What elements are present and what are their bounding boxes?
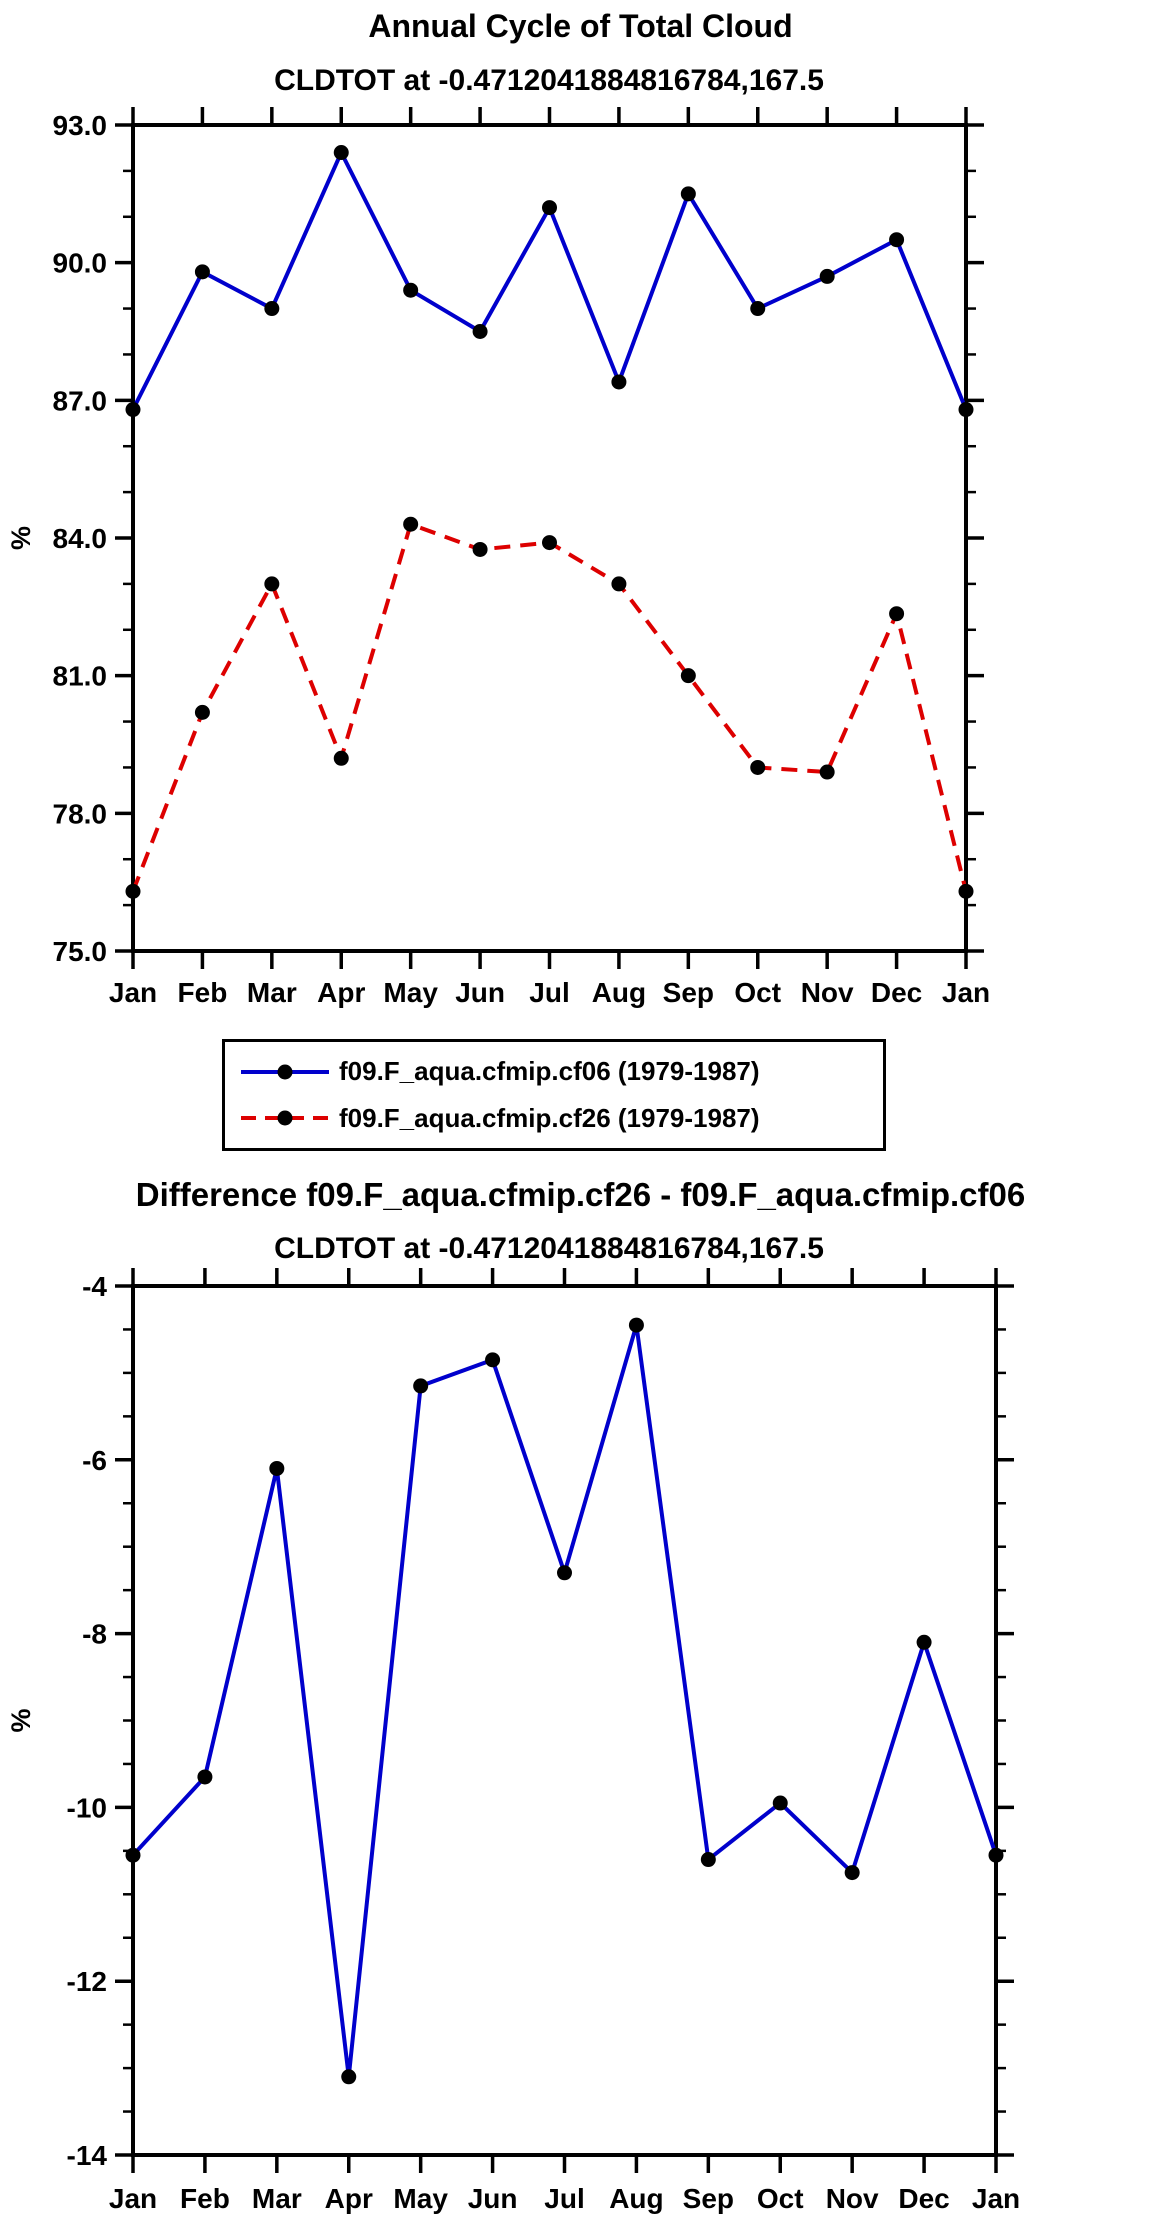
difference-chart: -14 -12 -10 -8 -6 -4 Jan Feb Mar Apr May Jun Jul Aug S…: [6, 1268, 1020, 2214]
annual-cycle-chart: 75.0 78.0 81.0 84.0 87.0 90.0 93.0 Jan Feb Mar Apr…: [6, 107, 990, 1008]
data-point-marker: [889, 232, 905, 248]
data-point-marker: [472, 324, 488, 339]
difference-chart-subtitle: CLDTOT at -0.4712041884816784,167.5: [274, 1232, 824, 1265]
data-point-marker: [542, 535, 557, 551]
data-point-marker: [264, 576, 280, 592]
legend-solid-line-icon: [241, 1064, 329, 1080]
x-tick-label: Sep: [663, 977, 714, 1008]
difference-chart-title: Difference f09.F_aqua.cfmip.cf26 - f09.F…: [135, 1176, 1026, 1213]
data-point-marker: [611, 374, 627, 390]
x-tick-label: Oct: [757, 2183, 804, 2214]
data-point-marker: [413, 1378, 429, 1394]
data-point-marker: [403, 282, 419, 298]
x-tick-label: Jan: [942, 977, 990, 1008]
data-point-marker: [125, 883, 141, 899]
x-tick-label: May: [383, 977, 438, 1008]
data-point-marker: [125, 1847, 141, 1863]
data-point-marker: [772, 1795, 788, 1811]
y-tick-label: -4: [82, 1271, 107, 1302]
x-tick-label: Mar: [252, 2183, 302, 2214]
x-tick-label: Jan: [109, 977, 157, 1008]
data-point-marker: [557, 1565, 572, 1581]
data-point-marker: [916, 1634, 932, 1650]
data-point-marker: [750, 759, 766, 775]
chart-title: Annual Cycle of Total Cloud: [368, 8, 793, 44]
data-point-marker: [197, 1769, 213, 1785]
data-point-marker: [264, 301, 280, 317]
x-tick-label: Jul: [544, 2183, 584, 2214]
data-point-marker: [819, 268, 835, 284]
data-point-marker: [680, 668, 696, 684]
data-point-marker: [269, 1460, 285, 1476]
data-point-marker: [542, 200, 557, 216]
x-tick-label: Dec: [871, 977, 922, 1008]
data-point-marker: [485, 1352, 501, 1368]
x-tick-label: Aug: [609, 2183, 663, 2214]
x-tick-label: Jan: [109, 2183, 157, 2214]
x-tick-label: Jul: [529, 977, 569, 1008]
y-tick-label: 81.0: [53, 661, 108, 692]
x-tick-label: May: [393, 2183, 448, 2214]
x-tick-label: Apr: [325, 2183, 373, 2214]
x-tick-label: Dec: [898, 2183, 949, 2214]
y-axis-label: %: [6, 1708, 36, 1732]
x-tick-label: Jan: [972, 2183, 1020, 2214]
data-point-marker: [333, 145, 349, 161]
x-tick-label: Aug: [592, 977, 646, 1008]
y-tick-label: -10: [67, 1792, 107, 1823]
plot-frame: [131, 1284, 998, 2157]
x-tick-label: Sep: [683, 2183, 734, 2214]
data-point-marker: [628, 1317, 644, 1333]
data-point-marker: [611, 576, 627, 592]
y-tick-label: -8: [82, 1619, 107, 1650]
y-tick-label: 87.0: [53, 385, 108, 416]
x-tick-label: Oct: [734, 977, 781, 1008]
legend-item-cf26: f09.F_aqua.cfmip.cf26 (1979-1987): [237, 1101, 883, 1135]
data-point-marker: [333, 750, 349, 766]
data-point-marker: [700, 1852, 716, 1868]
y-tick-label: -14: [67, 2140, 108, 2171]
x-tick-label: Jun: [468, 2183, 518, 2214]
data-point-marker: [194, 264, 210, 280]
y-tick-label: 90.0: [53, 248, 108, 279]
legend-label-cf26: f09.F_aqua.cfmip.cf26 (1979-1987): [339, 1102, 760, 1133]
legend-label-cf06: f09.F_aqua.cfmip.cf06 (1979-1987): [339, 1056, 760, 1087]
y-tick-label: 78.0: [53, 798, 108, 829]
data-point-marker: [844, 1865, 860, 1881]
series-line-dashed: [131, 521, 968, 893]
data-point-marker: [958, 883, 974, 899]
data-point-marker: [125, 402, 141, 418]
y-tick-label: 75.0: [53, 936, 108, 967]
data-point-marker: [988, 1847, 1004, 1863]
data-point-marker: [680, 186, 696, 202]
data-point-marker: [403, 516, 419, 532]
chart-subtitle: CLDTOT at -0.4712041884816784,167.5: [274, 64, 824, 97]
plot-frame: [131, 123, 968, 953]
y-tick-label: 93.0: [53, 110, 108, 141]
data-point-marker: [472, 541, 488, 557]
y-tick-label: 84.0: [53, 523, 108, 554]
y-tick-label: -12: [67, 1966, 107, 1997]
x-tick-label: Nov: [801, 977, 854, 1008]
x-tick-label: Feb: [180, 2183, 230, 2214]
y-axis-label: %: [6, 526, 36, 550]
legend-dashed-line-icon: [241, 1110, 329, 1126]
data-point-marker: [958, 402, 974, 418]
legend: f09.F_aqua.cfmip.cf06 (1979-1987) f09.F_…: [222, 1039, 886, 1151]
x-tick-label: Feb: [178, 977, 228, 1008]
data-point-marker: [819, 764, 835, 780]
data-point-marker: [889, 606, 905, 622]
data-point-marker: [341, 2069, 357, 2085]
legend-item-cf06: f09.F_aqua.cfmip.cf06 (1979-1987): [237, 1055, 883, 1089]
data-point-marker: [194, 704, 210, 720]
y-tick-label: -6: [82, 1445, 107, 1476]
x-tick-label: Mar: [247, 977, 297, 1008]
x-tick-label: Apr: [317, 977, 365, 1008]
x-tick-label: Jun: [455, 977, 505, 1008]
series-line-solid: [131, 147, 968, 411]
data-point-marker: [750, 301, 766, 317]
x-tick-label: Nov: [826, 2183, 879, 2214]
series-line-solid: [131, 1324, 998, 2078]
